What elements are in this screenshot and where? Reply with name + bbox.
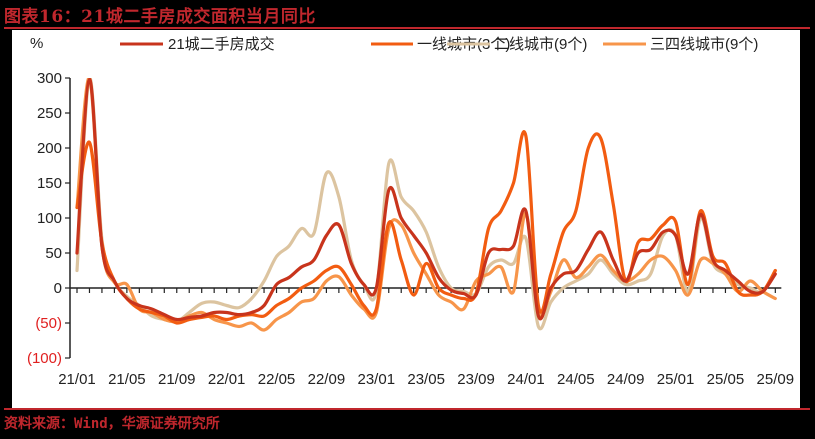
x-tick-label: 24/01 <box>507 371 545 388</box>
top-divider <box>4 27 810 29</box>
y-tick-label: 50 <box>45 245 62 262</box>
y-tick-label: 0 <box>54 280 62 297</box>
x-tick-label: 24/09 <box>607 371 645 388</box>
y-tick-label: 200 <box>37 140 62 157</box>
y-axis: 300 250 200 150 100 50 0 (50) (100)% <box>27 35 71 367</box>
y-tick-label: 250 <box>37 105 62 122</box>
x-tick-label: 23/05 <box>407 371 445 388</box>
y-tick-label: 100 <box>37 210 62 227</box>
y-tick-label: (50) <box>35 315 62 332</box>
x-tick-label: 25/01 <box>657 371 695 388</box>
y-tick-label: (100) <box>27 350 62 367</box>
x-tick-label: 21/01 <box>58 371 96 388</box>
legend-label: 21城二手房成交 <box>168 35 275 53</box>
bottom-divider <box>4 408 810 410</box>
x-tick-label: 22/01 <box>208 371 246 388</box>
x-tick-label: 24/05 <box>557 371 595 388</box>
x-axis: 21/01 21/05 21/09 22/01 22/05 22/09 23/01 23/05… <box>58 287 795 388</box>
x-tick-label: 25/05 <box>707 371 745 388</box>
y-tick-label: 300 <box>37 70 62 87</box>
x-tick-label: 21/05 <box>108 371 146 388</box>
legend: 21城二手房成交 一线城市(3个)二线城市(9个) 三四线城市(9个) <box>120 35 758 53</box>
x-tick-label: 23/09 <box>457 371 495 388</box>
x-tick-label: 25/09 <box>757 371 795 388</box>
x-tick-label: 22/09 <box>308 371 346 388</box>
legend-label: 三四线城市(9个) <box>650 36 758 53</box>
series-line <box>75 78 777 322</box>
y-tick-label: 150 <box>37 175 62 192</box>
y-unit-label: % <box>30 35 43 52</box>
figure-title: 图表16：21城二手房成交面积当月同比 <box>4 7 316 27</box>
x-tick-label: 23/01 <box>358 371 396 388</box>
x-tick-label: 21/09 <box>158 371 196 388</box>
source-note: 资料来源：Wind，华源证券研究所 <box>4 416 220 432</box>
series-line <box>75 130 777 325</box>
x-tick-label: 22/05 <box>258 371 296 388</box>
series-lines <box>75 78 777 332</box>
legend-label: 二线城市(9个) <box>494 36 587 53</box>
